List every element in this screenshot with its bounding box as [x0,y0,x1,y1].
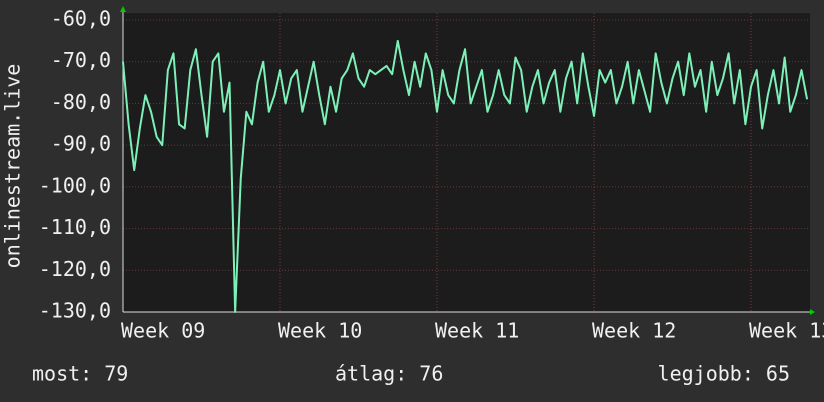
y-tick-label: -60,0 [51,7,111,31]
y-tick-label: -80,0 [51,90,111,114]
y-tick-label: -130,0 [39,299,111,323]
x-tick-label: Week 13 [749,319,824,343]
footer: most: 79 átlag: 76 legjobb: 65 [32,362,790,386]
y-tick-label: -120,0 [39,257,111,281]
y-tick-label: -110,0 [39,215,111,239]
x-tick-label: Week 10 [278,319,362,343]
y-tick-label: -100,0 [39,173,111,197]
x-tick-label: Week 12 [592,319,676,343]
stat-average: átlag: 76 [335,362,443,386]
stat-best: legjobb: 65 [658,362,790,386]
axis-arrow [810,309,815,315]
x-tick-label: Week 09 [121,319,205,343]
data-line [122,39,809,313]
y-tick-label: -90,0 [51,132,111,156]
y-axis-label: onlinestream.live [1,64,25,269]
axis-arrow [120,6,126,12]
stat-current: most: 79 [32,362,128,386]
y-tick-label: -70,0 [51,48,111,72]
x-tick-label: Week 11 [435,319,519,343]
